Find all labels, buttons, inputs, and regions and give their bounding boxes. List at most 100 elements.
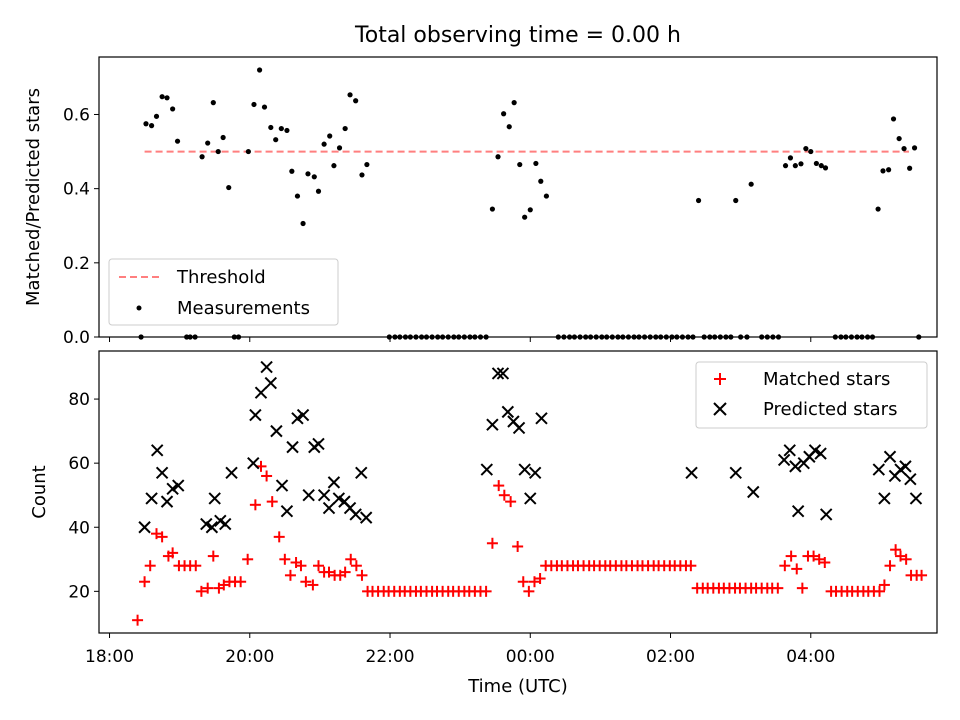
predicted-star-point <box>480 463 494 476</box>
predicted-star-point <box>878 492 891 505</box>
measurement-point <box>289 168 295 174</box>
matched-star-point <box>813 553 825 565</box>
predicted-star-point <box>219 517 232 531</box>
matched-star-point <box>779 560 791 572</box>
measurement-point <box>148 123 155 129</box>
predicted-star-point <box>512 421 526 435</box>
bottom-xtick-label: 20:00 <box>225 647 274 667</box>
top-ytick-label: 0.0 <box>63 328 90 348</box>
predicted-star-point <box>155 466 169 479</box>
measurement-point <box>300 220 306 227</box>
matched-star-point <box>249 499 261 511</box>
matched-star-point <box>916 569 928 581</box>
measurement-point <box>143 121 149 127</box>
predicted-star-point <box>286 440 299 454</box>
bottom-xtick-label: 22:00 <box>366 647 415 667</box>
predicted-star-point <box>872 463 886 476</box>
predicted-star-point <box>518 463 531 476</box>
matched-star-point <box>505 496 517 508</box>
top-ytick-label: 0.2 <box>63 254 90 274</box>
predicted-star-point <box>791 505 805 518</box>
matched-star-point <box>350 560 362 572</box>
predicted-star-point <box>819 508 833 521</box>
matched-star-point <box>323 566 335 578</box>
matched-star-point <box>195 585 207 597</box>
matched-star-point <box>284 569 296 581</box>
measurement-point <box>798 161 804 167</box>
measurement-point <box>170 106 176 112</box>
measurement-point <box>495 154 501 160</box>
matched-star-point <box>498 489 510 501</box>
predicted-star-point <box>729 466 742 479</box>
matched-star-point <box>791 563 803 575</box>
predicted-star-point <box>247 456 260 470</box>
matched-star-point <box>808 550 820 562</box>
predicted-star-point <box>264 376 278 390</box>
predicted-star-point <box>160 495 174 508</box>
measurement-point <box>538 178 544 184</box>
measurement-point <box>205 140 211 146</box>
measurement-point <box>533 160 539 167</box>
predicted-star-point <box>225 466 238 479</box>
bottom-ylabel: Count <box>29 465 50 518</box>
matched-star-point <box>512 540 524 552</box>
predicted-star-point <box>150 444 164 457</box>
predicted-star-point <box>808 444 822 457</box>
matched-star-point <box>167 547 179 559</box>
matched-star-point <box>895 550 907 562</box>
matched-star-point <box>273 531 285 543</box>
measurement-point <box>220 134 226 141</box>
matched-star-point <box>873 585 885 597</box>
measurement-point <box>294 193 301 199</box>
matched-star-point <box>156 531 168 543</box>
bottom-axes: 18:00 20:00 22:00 00:00 02:00 04:00 20 40 60 80 C… <box>29 350 938 697</box>
bottom-xlabel: Time (UTC) <box>467 676 568 697</box>
matched-star-point <box>900 553 912 565</box>
matched-star-point <box>144 560 156 572</box>
bottom-legend: Matched stars Predicted stars <box>695 361 928 429</box>
threshold-legend-label: Threshold <box>176 267 266 288</box>
measurement-point <box>268 124 274 131</box>
measurement-point <box>901 146 907 152</box>
matched-star-point <box>796 582 808 594</box>
predicted-star-point <box>904 472 917 486</box>
matched-star-point <box>242 553 254 565</box>
matched-legend-label: Matched stars <box>763 369 890 390</box>
measurement-point <box>896 135 902 142</box>
measurement-point <box>305 171 311 177</box>
predicted-star-point <box>312 437 325 451</box>
measurement-point <box>501 111 507 117</box>
measurement-point <box>153 113 160 119</box>
predicted-star-point <box>166 482 179 496</box>
measurement-point <box>506 124 512 130</box>
predicted-star-point <box>747 485 760 499</box>
matched-star-point <box>772 582 784 594</box>
measurement-point <box>199 154 205 160</box>
measurement-point <box>159 94 165 100</box>
matched-star-point <box>300 576 312 588</box>
measurement-point <box>359 172 365 178</box>
predicted-star-point <box>899 460 912 473</box>
bottom-xtick-label: 00:00 <box>506 647 555 667</box>
matched-star-point <box>685 560 697 572</box>
matched-star-point <box>884 560 896 572</box>
measurement-point <box>256 67 263 73</box>
matched-star-point <box>339 566 351 578</box>
measurement-point <box>808 148 814 155</box>
matched-star-point <box>132 614 144 626</box>
predicted-star-point <box>327 476 341 489</box>
bottom-axes-frame <box>98 350 938 634</box>
top-legend: Threshold Measurements <box>108 258 339 326</box>
bottom-xtick-label: 04:00 <box>786 647 835 667</box>
measurement-point <box>347 92 353 98</box>
measurement-point <box>522 214 528 220</box>
predicted-star-point <box>524 492 537 505</box>
bottom-xtick-label: 02:00 <box>646 647 695 667</box>
measurement-point <box>822 165 829 171</box>
measurement-point <box>331 163 337 169</box>
measurement-point <box>353 98 359 104</box>
matched-star-point <box>266 496 278 508</box>
matched-star-point <box>534 573 546 585</box>
measurement-point <box>311 174 317 180</box>
